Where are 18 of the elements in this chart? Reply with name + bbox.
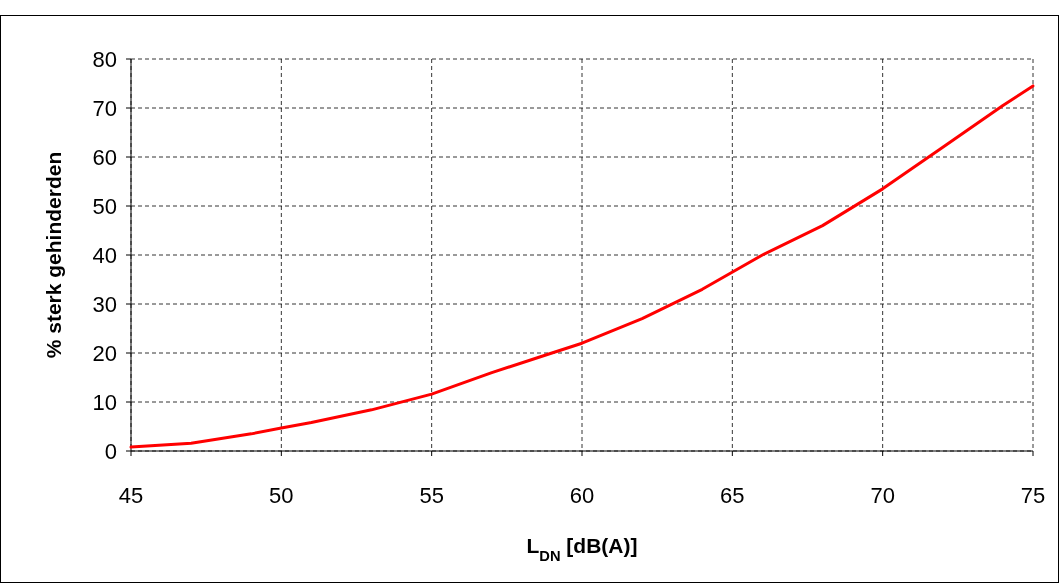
- y-tick-label: 30: [92, 292, 117, 317]
- y-tick-label: 20: [92, 341, 117, 366]
- x-axis-title: L$_{DN}$ [dB(A)]: [526, 534, 638, 564]
- y-tick-label: 70: [92, 96, 117, 121]
- x-tick-label: 65: [720, 483, 745, 508]
- y-axis-title: % sterk gehinderden: [42, 151, 65, 359]
- x-tick-label: 55: [419, 483, 444, 508]
- y-tick-label: 10: [92, 390, 117, 415]
- x-tick-label: 45: [118, 483, 144, 508]
- y-tick-label: 40: [92, 243, 117, 268]
- y-tick-label: 80: [92, 47, 117, 72]
- x-tick-label: 60: [569, 483, 595, 508]
- x-tick-label: 75: [1020, 483, 1046, 508]
- y-tick-label: 60: [92, 145, 117, 170]
- y-tick-label: 0: [104, 439, 117, 464]
- y-tick-label: 50: [92, 194, 117, 219]
- x-tick-label: 70: [870, 483, 895, 508]
- x-tick-label: 50: [269, 483, 294, 508]
